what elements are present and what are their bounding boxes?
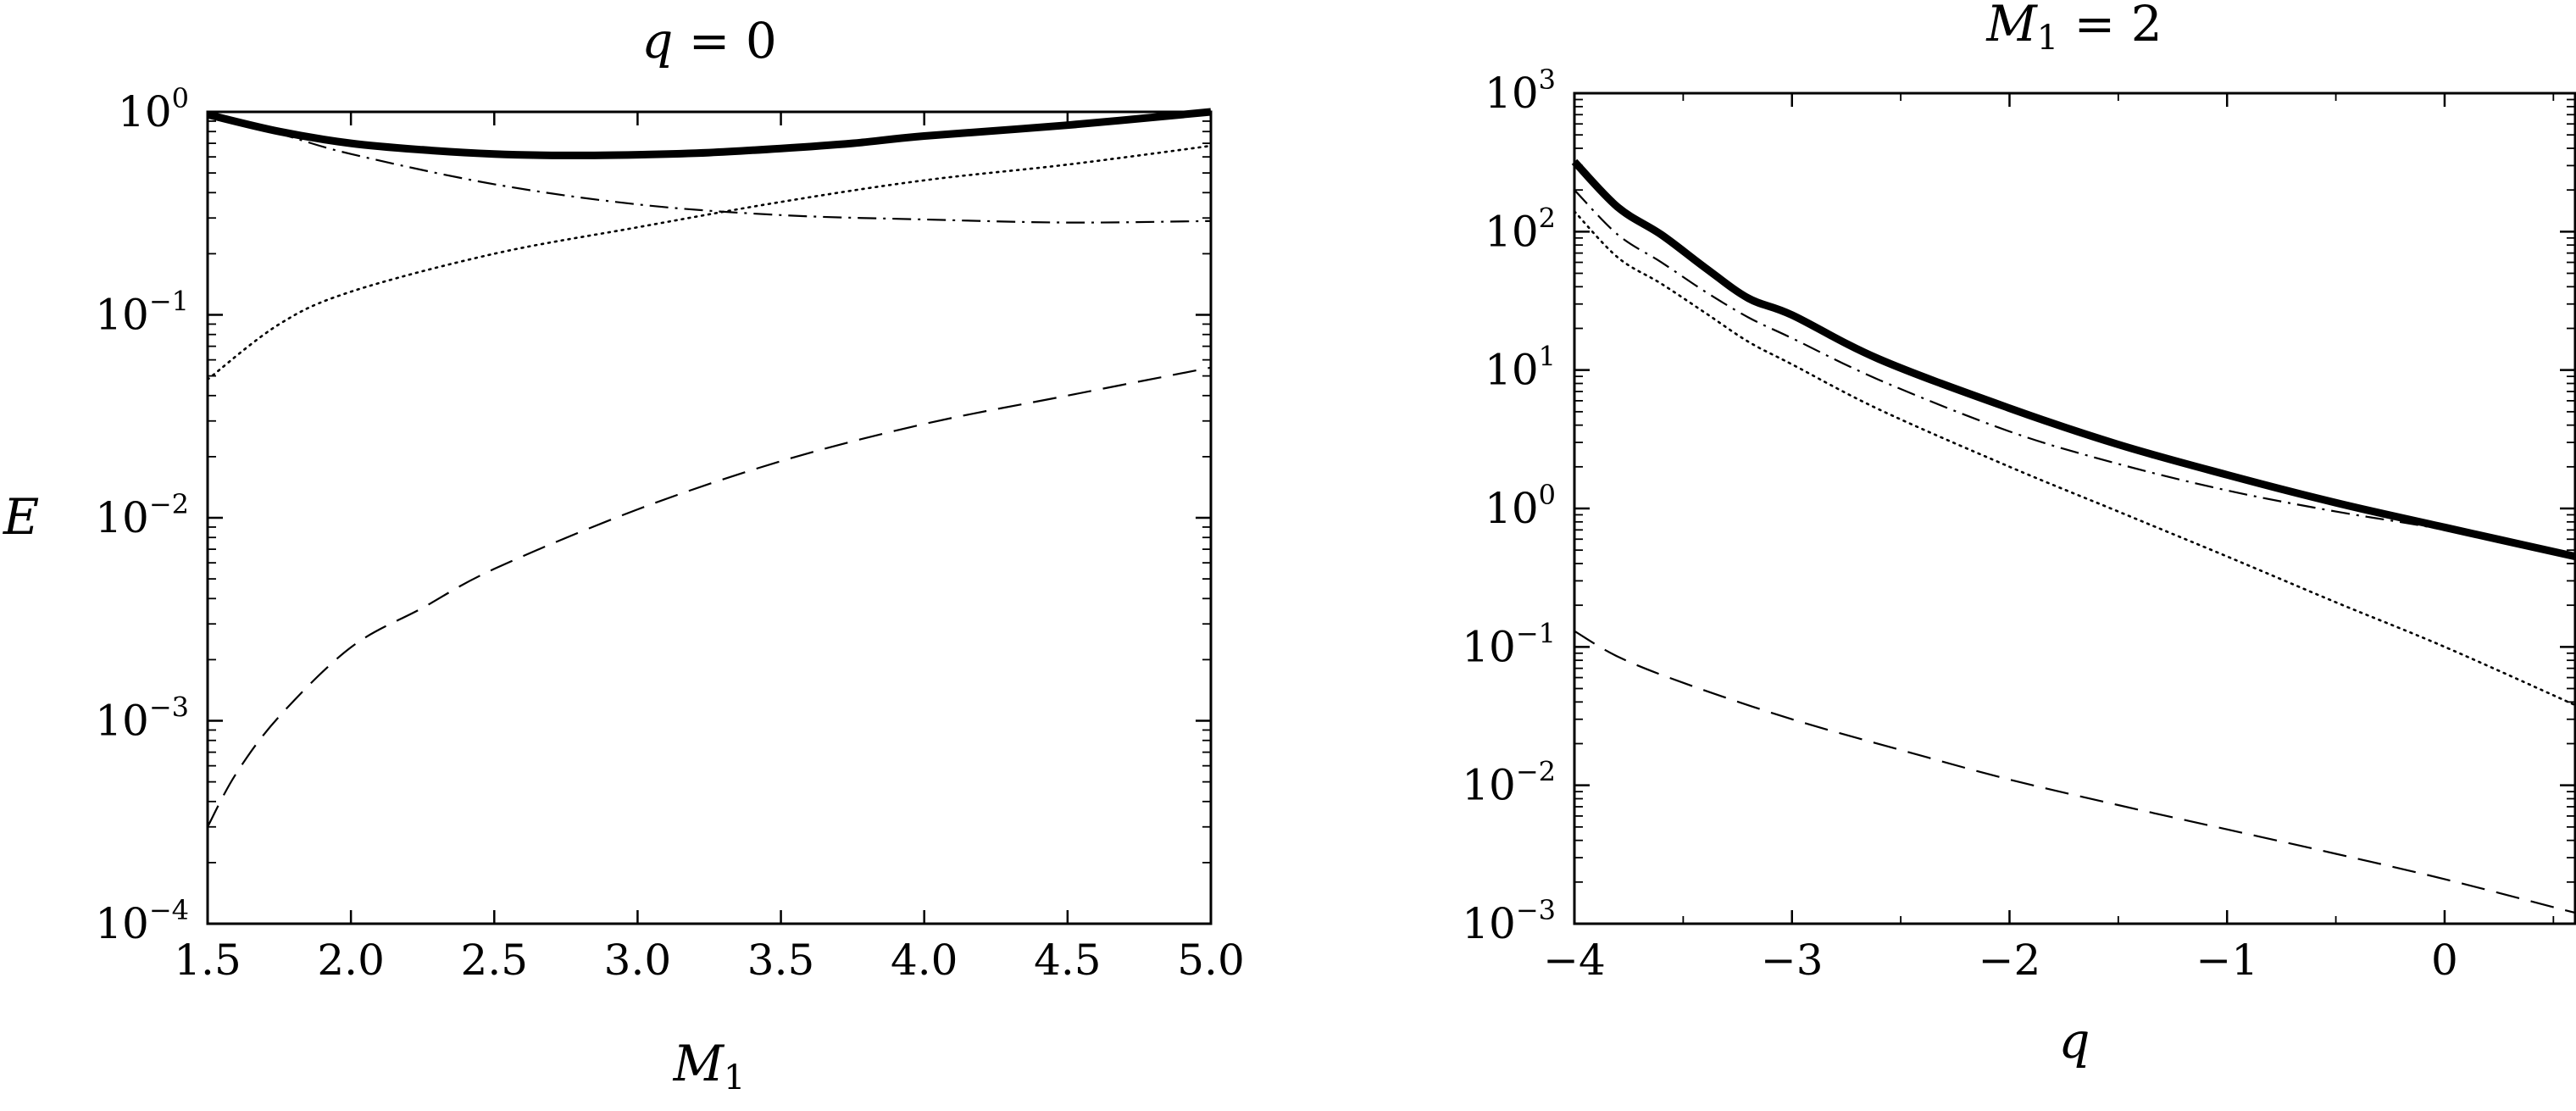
right-y-tick-label: 10−1 (1462, 617, 1556, 671)
left-x-tick-label: 3.5 (747, 936, 815, 985)
right-y-tick-label: 10−2 (1462, 756, 1556, 810)
right-x-tick-label: −3 (1761, 936, 1824, 985)
right-x-axis-label: q (2058, 1012, 2090, 1069)
right-x-tick-label: 0 (2431, 936, 2458, 985)
left-y-axis-label: E (3, 488, 39, 546)
left-y-tick-label: 10−2 (95, 488, 189, 542)
left-x-tick-label: 5.0 (1177, 936, 1245, 985)
left-x-tick-label: 1.5 (174, 936, 242, 985)
right-x-tick-label: −4 (1543, 936, 1606, 985)
left-y-tick-label: 10−4 (95, 894, 189, 948)
right-series-dotted-line (1573, 210, 2576, 707)
right-series-solid-thick-line (1571, 158, 2576, 560)
right-series-dash-dot-line (1574, 189, 2576, 560)
left-series-solid-thick-line (206, 108, 1212, 159)
right-chart-title: M1 = 2 (1985, 0, 2162, 58)
right-series-dashed-line (1574, 630, 2576, 914)
left-series-group (206, 108, 1213, 828)
right-y-tick-label: 101 (1485, 341, 1556, 395)
left-x-tick-label: 4.0 (891, 936, 958, 985)
left-plot-frame (206, 110, 1213, 925)
right-series-group (1571, 158, 2576, 914)
left-x-tick-label: 2.0 (317, 936, 385, 985)
left-x-tick-label: 4.5 (1034, 936, 1102, 985)
right-x-tick-label: −1 (2196, 936, 2258, 985)
right-x-tick-label: −2 (1979, 936, 2041, 985)
left-axis-ticks: 1.5 2.0 2.5 3.0 3.5 4.0 4.5 5.0 100 10−1 10−2 10−3 1… (95, 82, 1245, 985)
right-y-tick-label: 100 (1485, 479, 1556, 533)
right-y-tick-label: 10−3 (1462, 894, 1556, 948)
left-y-tick-label: 10−3 (95, 692, 189, 746)
left-series-dashed-line (207, 366, 1212, 828)
left-series-dash-dot-line (207, 115, 1212, 224)
left-chart-title: q = 0 (641, 12, 777, 69)
right-plot-frame (1573, 92, 2576, 925)
right-y-tick-label: 102 (1485, 202, 1556, 256)
left-series-dotted-line (206, 144, 1213, 381)
right-axis-ticks: −4 −3 −2 −1 0 103 102 101 100 10−1 10−2 10−3 (1462, 64, 2575, 985)
right-y-tick-label: 103 (1485, 64, 1556, 118)
left-chart-panel: q = 0 M1 E 1.5 2.0 2.5 3.0 3.5 4.0 4.5 5.0 100 10… (3, 12, 1245, 1097)
left-y-tick-label: 100 (118, 82, 189, 136)
left-x-tick-label: 3.0 (604, 936, 672, 985)
left-y-tick-label: 10−1 (95, 286, 189, 340)
left-x-axis-label: M1 (673, 1035, 746, 1097)
left-x-tick-label: 2.5 (461, 936, 529, 985)
right-chart-panel: M1 = 2 q −4 −3 −2 −1 0 103 102 101 100 10−1 10−2 10… (1462, 0, 2576, 1069)
